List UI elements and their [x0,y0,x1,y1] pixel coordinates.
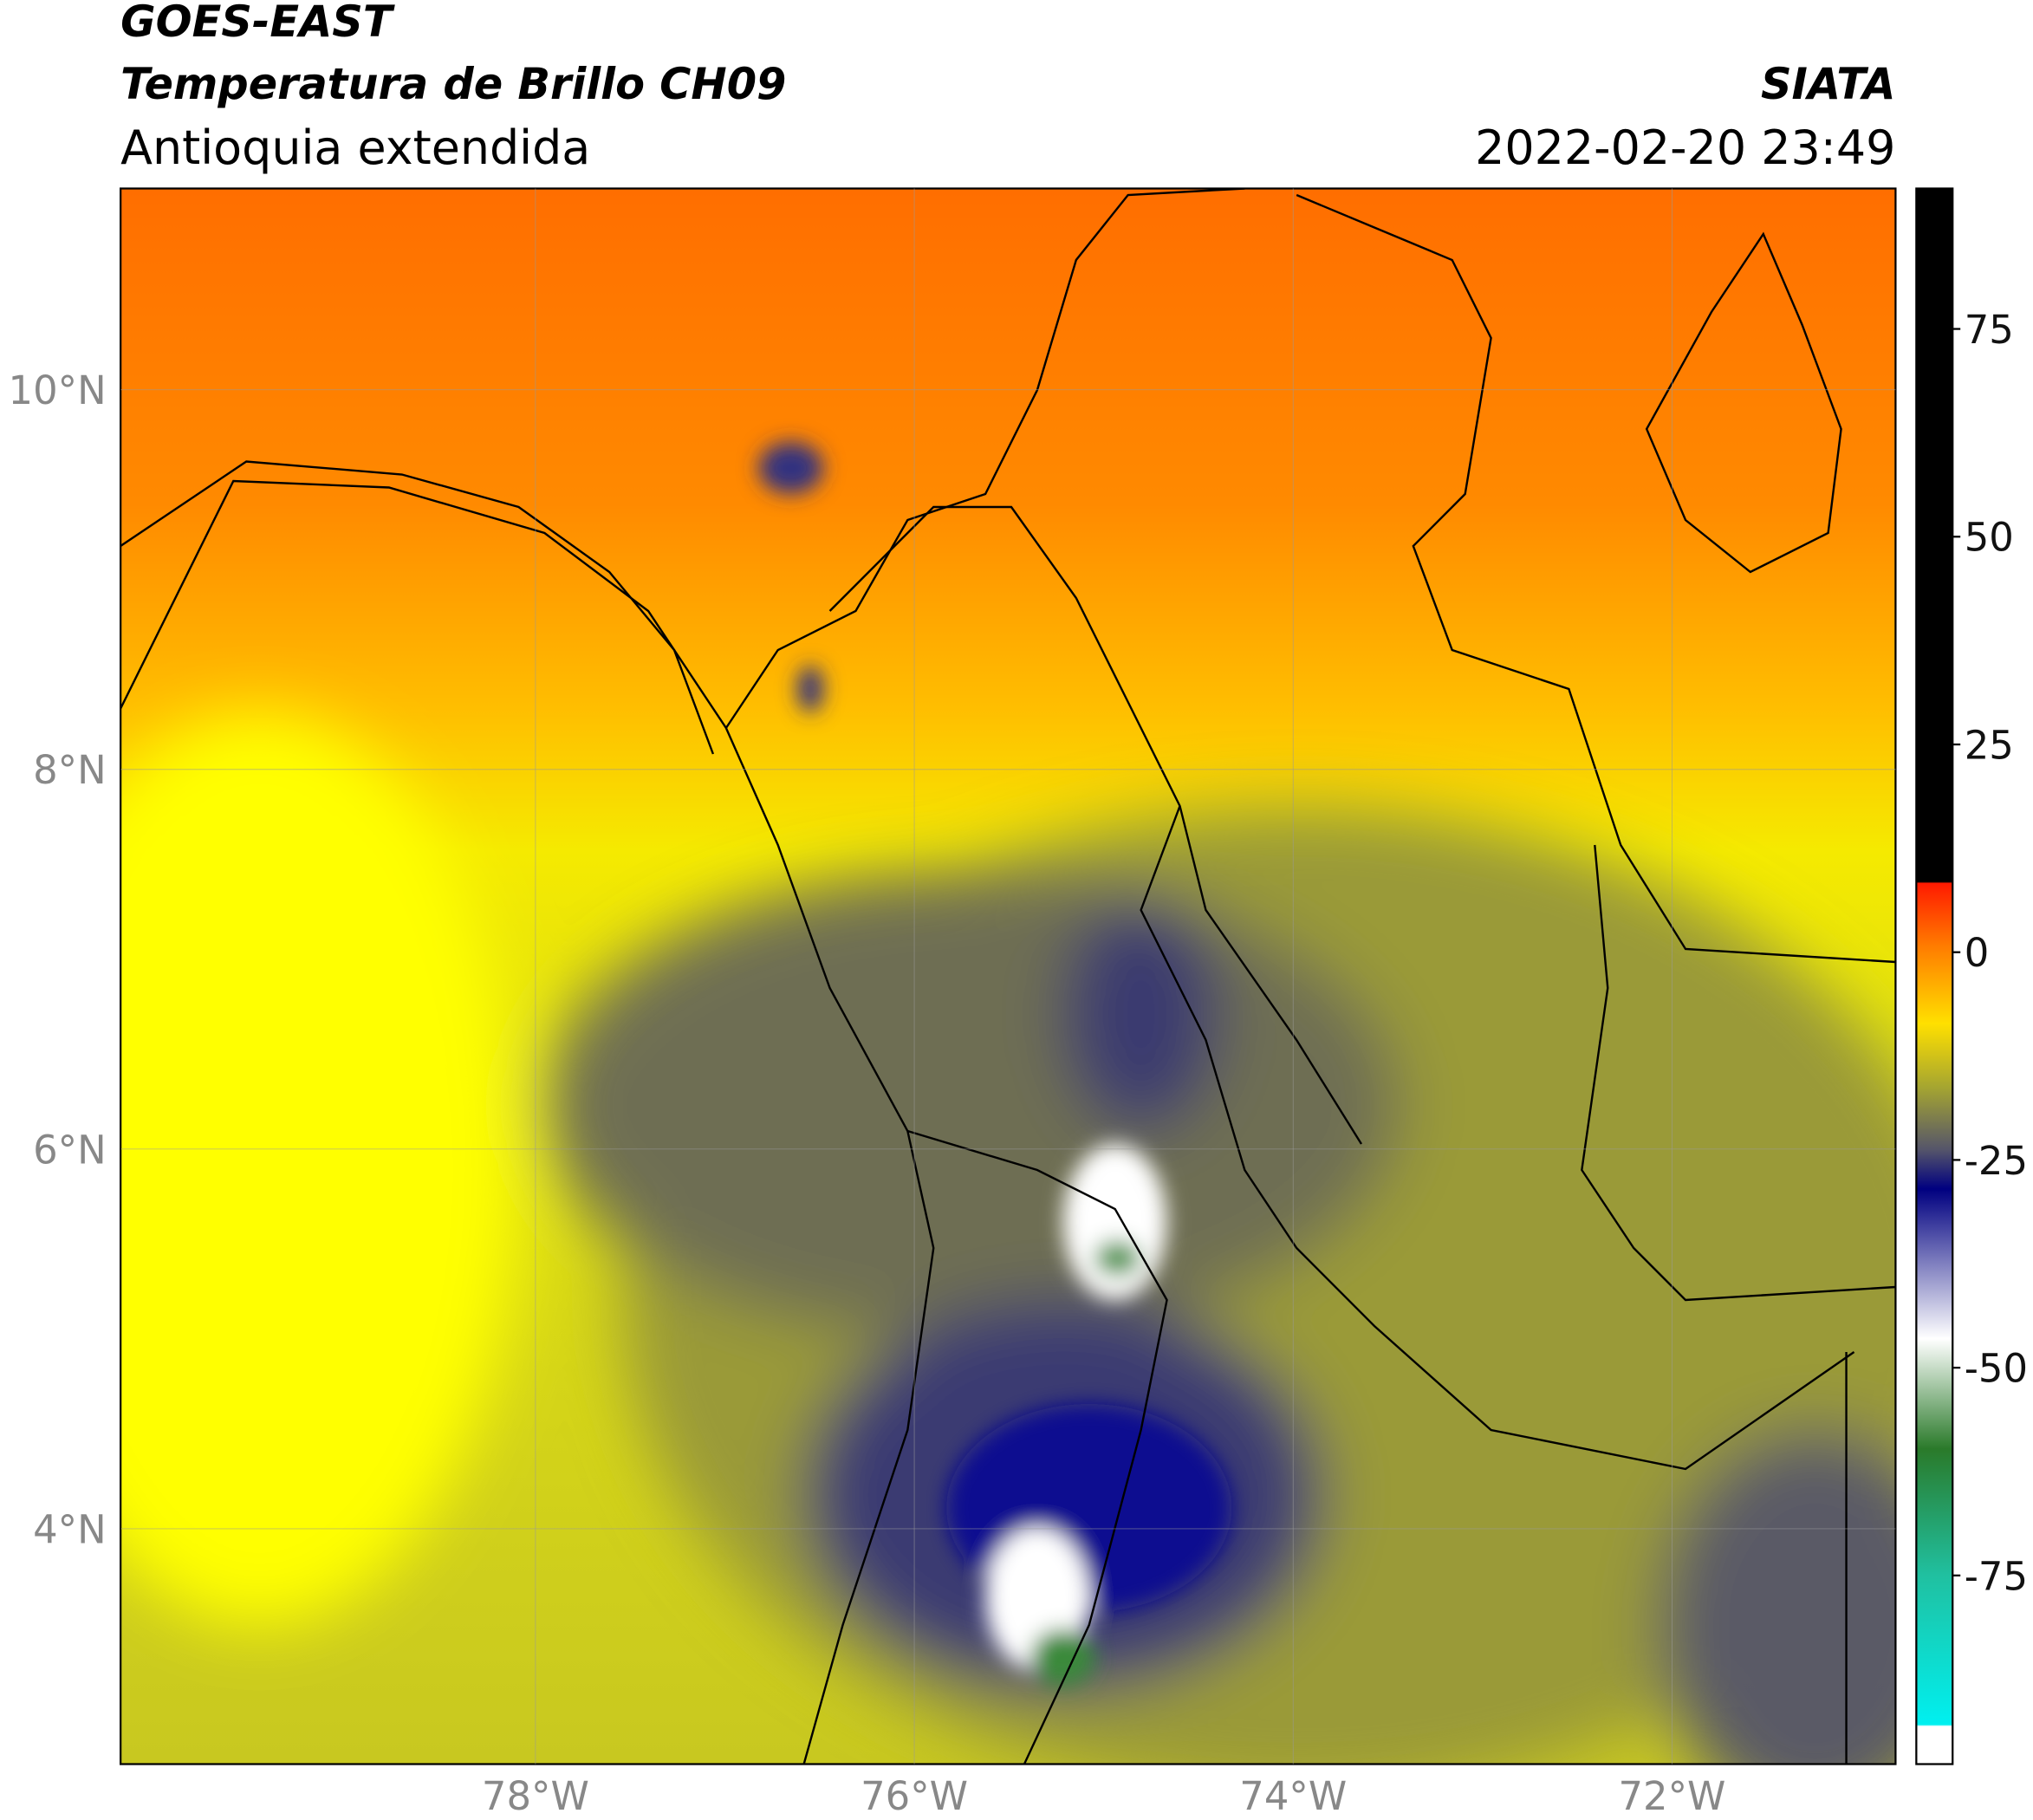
source: SIATA [1761,59,1895,109]
title: GOES-EAST [120,0,395,47]
axes: 78°W 76°W 74°W 72°W 10°N 8°N 6°N 4°N 75 50 25 0 -25 -… [9,188,2028,1819]
y-tick-label: 4°N [33,1506,107,1552]
colorbar-tick-label: 25 [1965,722,2014,768]
colorbar-tick-label: 75 [1965,307,2014,353]
datetime: 2022-02-20 23:49 [1475,120,1895,175]
x-tick-label: 76°W [861,1773,968,1819]
x-tick-label: 74°W [1239,1773,1347,1819]
map-frame [120,187,1897,1765]
x-tick-label: 72°W [1618,1773,1725,1819]
colorbar-tick-label: 0 [1965,930,1990,976]
y-tick-label: 10°N [9,367,107,413]
colorbar-tick-label: -25 [1965,1138,2028,1184]
satellite-image [120,188,1896,1765]
colorbar-tick-label: -50 [1965,1346,2028,1392]
region: Antioquia extendida [120,120,590,175]
colorbar-tick-label: -75 [1965,1553,2028,1599]
colorbar [1915,187,1954,1765]
subtitle: Temperatura de Brillo CH09 [120,59,786,109]
y-tick-label: 6°N [33,1127,107,1173]
colorbar-tick-label: 50 [1965,515,2014,561]
x-tick-label: 78°W [482,1773,589,1819]
y-tick-label: 8°N [33,747,107,793]
